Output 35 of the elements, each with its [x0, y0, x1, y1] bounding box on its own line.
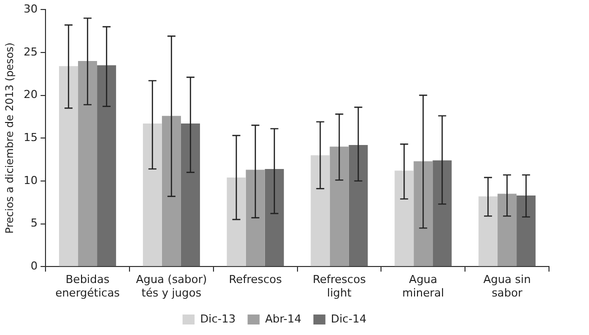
y-axis-title: Precios a diciembre de 2013 (pesos): [4, 42, 16, 234]
bar: [97, 65, 116, 266]
bar: [414, 161, 433, 266]
bar: [330, 146, 349, 266]
bar: [78, 61, 98, 266]
y-tick-label: 15: [24, 130, 38, 144]
bar: [394, 170, 414, 266]
y-tick-label: 30: [24, 2, 38, 16]
bar: [516, 195, 536, 266]
y-tick-label: 20: [24, 88, 38, 102]
bar: [59, 66, 78, 266]
bar: [226, 178, 246, 266]
x-tick-label: Agua mineral: [402, 273, 444, 300]
bar: [478, 196, 498, 266]
y-tick-label: 0: [30, 259, 38, 272]
bar: [264, 168, 284, 266]
y-tick-label: 5: [30, 216, 38, 230]
y-tick-label: 25: [24, 45, 38, 58]
x-tick-label: Agua sin sabor: [483, 273, 531, 300]
bar: [162, 116, 181, 266]
legend-label: Dic-13: [200, 312, 236, 326]
legend-label: Dic-14: [330, 312, 366, 326]
bar: [180, 124, 200, 266]
bar: [246, 170, 265, 266]
x-tick-label: Refrescos: [228, 273, 282, 286]
legend-label: Abr-14: [265, 312, 302, 326]
x-tick-label: Agua (sabor) tés y jugos: [136, 273, 207, 300]
x-tick-label: Bebidas energéticas: [55, 273, 120, 300]
bar: [310, 155, 330, 266]
bar: [432, 160, 452, 266]
bar: [498, 194, 517, 266]
y-tick-label: 10: [24, 174, 38, 187]
bar: [142, 124, 162, 266]
bar: [348, 144, 368, 266]
x-tick-label: Refrescos light: [312, 273, 366, 300]
